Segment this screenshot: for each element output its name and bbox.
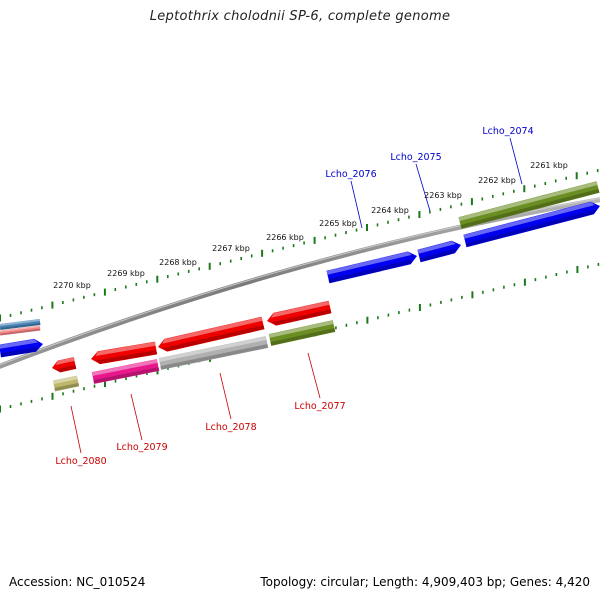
cog-bar-lcho-2079 xyxy=(91,359,160,384)
cog-bar-steelblue xyxy=(0,319,41,330)
label-lcho-2080-leader xyxy=(70,405,82,454)
cds-lcho-2077 xyxy=(267,300,332,326)
accession-text: Accession: NC_010524 xyxy=(9,575,146,589)
label-lcho-2078-leader xyxy=(219,372,232,420)
label-lcho-2075: Lcho_2075 xyxy=(390,152,441,163)
cds-lcho-2076 xyxy=(326,251,417,284)
cds-lcho-2078 xyxy=(158,316,265,352)
label-lcho-2074: Lcho_2074 xyxy=(482,126,533,137)
upper-tick-row xyxy=(0,169,599,322)
tick-label: 2265 kbp xyxy=(319,219,357,228)
label-lcho-2079-leader xyxy=(130,393,143,441)
label-lcho-2077: Lcho_2077 xyxy=(294,401,345,412)
tick-label: 2266 kbp xyxy=(266,233,304,242)
cog-bar-lcho-2074 xyxy=(458,181,600,229)
tick-label: 2261 kbp xyxy=(530,161,568,170)
label-lcho-2078: Lcho_2078 xyxy=(205,422,256,433)
cog-bar-lcho-2080 xyxy=(52,375,80,392)
cog-bar-salmon xyxy=(0,325,41,336)
label-lcho-2076-leader xyxy=(350,180,363,229)
tick-label: 2268 kbp xyxy=(159,258,197,267)
tick-label: 2269 kbp xyxy=(107,269,145,278)
cds-lcho-2074 xyxy=(463,201,600,248)
label-lcho-2076: Lcho_2076 xyxy=(325,169,376,180)
label-lcho-2075-leader xyxy=(415,163,431,212)
tick-label: 2264 kbp xyxy=(371,206,409,215)
label-lcho-2074-leader xyxy=(509,137,523,185)
tick-label: 2270 kbp xyxy=(53,281,91,290)
tick-label: 2267 kbp xyxy=(212,244,250,253)
cds-forward-left xyxy=(0,338,43,358)
cog-bar-lcho-2077 xyxy=(268,320,336,346)
label-lcho-2077-leader xyxy=(307,352,321,399)
map-title: Leptothrix cholodnii SP-6, complete geno… xyxy=(149,9,451,24)
cds-lcho-2075 xyxy=(417,240,461,263)
genome-info-text: Topology: circular; Length: 4,909,403 bp… xyxy=(260,575,590,589)
label-lcho-2080: Lcho_2080 xyxy=(55,456,106,467)
tick-label: 2263 kbp xyxy=(424,191,462,200)
cds-lcho-2079 xyxy=(91,341,158,365)
label-lcho-2079: Lcho_2079 xyxy=(116,442,167,453)
cog-bar-lcho-2078 xyxy=(158,336,269,370)
cds-lcho-2080 xyxy=(52,357,77,373)
tick-label: 2262 kbp xyxy=(478,176,516,185)
